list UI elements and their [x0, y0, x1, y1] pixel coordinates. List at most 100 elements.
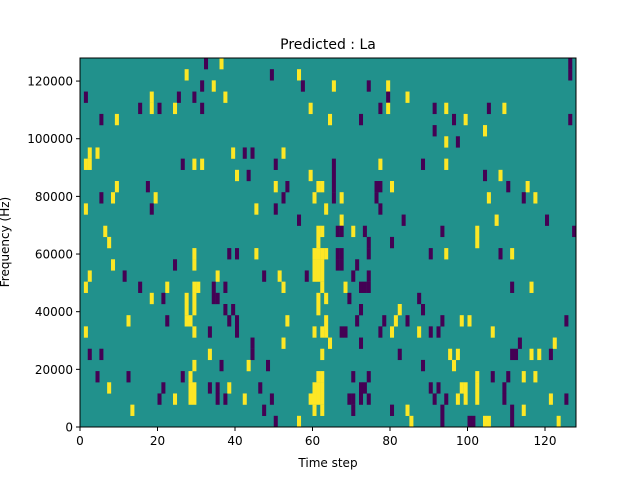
- heatmap-cell-low: [149, 203, 154, 215]
- heatmap-cell-low: [235, 248, 240, 260]
- heatmap-cell-low: [366, 393, 371, 405]
- heatmap-cell-high: [207, 348, 212, 361]
- heatmap-cell-low: [359, 382, 364, 394]
- heatmap-cell-low: [378, 203, 383, 215]
- heatmap-cell-high: [312, 382, 317, 394]
- heatmap-cell-high: [83, 203, 88, 215]
- heatmap-cell-high: [254, 248, 259, 260]
- heatmap-cell-low: [421, 359, 426, 372]
- heatmap-cell-low: [359, 393, 364, 405]
- heatmap-cell-high: [483, 125, 488, 137]
- heatmap-cell-high: [455, 348, 460, 361]
- heatmap-cell-high: [510, 248, 515, 260]
- heatmap-cell-high: [83, 281, 88, 293]
- heatmap-cell-low: [331, 192, 336, 204]
- heatmap-cell-high: [386, 80, 391, 92]
- heatmap-cell-high: [277, 270, 282, 282]
- heatmap-cell-high: [111, 192, 116, 204]
- heatmap-cell-low: [359, 337, 364, 349]
- heatmap-cell-low: [207, 326, 212, 338]
- heatmap-cell-high: [192, 359, 197, 372]
- heatmap-cell-low: [351, 393, 356, 405]
- heatmap-cell-high: [316, 393, 321, 405]
- heatmap-cell-low: [374, 192, 379, 204]
- heatmap-cell-low: [378, 102, 383, 115]
- heatmap-cell-low: [83, 91, 88, 103]
- heatmap-cell-high: [308, 102, 313, 115]
- heatmap-cell-low: [250, 337, 255, 349]
- heatmap-cell-high: [320, 225, 325, 238]
- heatmap-cell-low: [405, 315, 410, 327]
- heatmap-cell-high: [475, 382, 480, 394]
- heatmap-cell-high: [130, 404, 135, 416]
- heatmap-cell-low: [343, 326, 348, 338]
- heatmap-cell-low: [351, 270, 356, 282]
- heatmap-cell-low: [378, 181, 383, 193]
- heatmap-cell-high: [184, 304, 189, 316]
- heatmap-cell-high: [196, 281, 201, 293]
- y-tick-label: 20000: [35, 363, 73, 377]
- heatmap-cell-high: [312, 393, 317, 405]
- heatmap-cell-high: [192, 393, 197, 405]
- heatmap-cell-high: [254, 203, 259, 215]
- heatmap-cell-high: [312, 192, 317, 204]
- heatmap-cell-low: [173, 259, 178, 271]
- heatmap-cell-high: [320, 404, 325, 416]
- heatmap-cell-low: [355, 315, 360, 327]
- heatmap-cell-high: [324, 292, 329, 305]
- heatmap-cell-low: [506, 371, 511, 383]
- heatmap-cell-low: [250, 348, 255, 361]
- x-tick-label: 80: [382, 434, 397, 448]
- y-axis-ticks: 0 20000 40000 60000 80000 100000 120000: [27, 75, 80, 435]
- heatmap-cell-low: [211, 292, 216, 305]
- heatmap-cell-low: [421, 158, 426, 170]
- heatmap-cell-low: [510, 415, 515, 428]
- heatmap-cell-high: [498, 169, 503, 182]
- heatmap-cell-low: [242, 147, 247, 159]
- heatmap-cell-low: [215, 382, 220, 394]
- heatmap-cell-low: [390, 236, 395, 249]
- heatmap-cell-low: [510, 404, 515, 416]
- y-tick-label: 40000: [35, 305, 73, 319]
- heatmap-cell-low: [359, 281, 364, 293]
- heatmap-cell-high: [103, 225, 108, 238]
- heatmap-cell-high: [200, 158, 205, 170]
- heatmap-cell-high: [328, 337, 333, 349]
- x-tick-label: 120: [534, 434, 557, 448]
- heatmap-cell-high: [444, 248, 449, 260]
- heatmap-cell-high: [188, 382, 193, 394]
- heatmap-cell-low: [262, 270, 267, 282]
- heatmap-cell-high: [397, 304, 402, 316]
- heatmap-cell-high: [312, 404, 317, 416]
- heatmap-cell-low: [192, 91, 197, 103]
- heatmap-cell-low: [440, 225, 445, 238]
- heatmap-cell-low: [378, 326, 383, 338]
- heatmap-cell-high: [483, 415, 488, 428]
- x-tick-label: 40: [227, 434, 242, 448]
- heatmap-cell-high: [320, 181, 325, 193]
- heatmap-cell-high: [83, 158, 88, 170]
- heatmap-cells: [80, 58, 577, 428]
- heatmap-cell-high: [459, 315, 464, 327]
- heatmap-cell-high: [83, 326, 88, 338]
- heatmap-cell-low: [568, 113, 573, 126]
- heatmap-cell-high: [316, 181, 321, 193]
- heatmap-cell-high: [316, 248, 321, 260]
- heatmap-cell-low: [138, 102, 143, 115]
- heatmap-cell-high: [475, 236, 480, 249]
- heatmap-cell-low: [180, 158, 185, 170]
- heatmap-cell-low: [207, 382, 212, 394]
- heatmap-cell-high: [192, 326, 197, 338]
- heatmap-cell-low: [359, 113, 364, 126]
- x-tick-label: 60: [305, 434, 320, 448]
- heatmap-cell-high: [297, 69, 302, 81]
- heatmap-cell-high: [219, 58, 224, 70]
- heatmap-cell-low: [366, 270, 371, 282]
- heatmap-cell-high: [316, 371, 321, 383]
- heatmap-cell-low: [564, 315, 569, 327]
- heatmap-cell-low: [250, 147, 255, 159]
- heatmap-cell-low: [235, 315, 240, 327]
- heatmap-cell-high: [316, 225, 321, 238]
- heatmap-cell-high: [548, 393, 553, 405]
- heatmap-cell-low: [510, 348, 515, 361]
